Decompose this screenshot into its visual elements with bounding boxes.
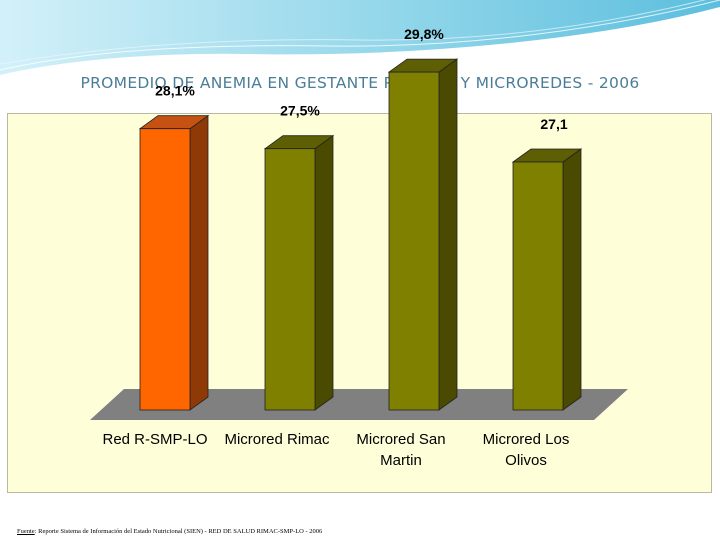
data-label-4: 27,1: [540, 116, 567, 132]
bar-front: [264, 148, 316, 411]
category-label-3: Microred San Martin: [356, 431, 445, 469]
source-label: Fuente: [17, 528, 35, 535]
value-labels-layer: 28,1% 27,5% 29,8% 27,1: [155, 26, 568, 132]
bar-front: [139, 128, 191, 411]
bar-side: [314, 134, 334, 411]
bar-side: [438, 58, 458, 411]
category-label-4: Microred Los Olivos: [483, 431, 570, 469]
category-label-line: Red R-SMP-LO: [102, 431, 207, 448]
category-label-line: Microred Los: [483, 431, 570, 448]
data-label-3: 29,8%: [404, 26, 444, 42]
source-text: : Reporte Sistema de Información del Est…: [34, 528, 323, 535]
chart-floor: [90, 389, 628, 420]
category-labels-layer: Red R-SMP-LO Microred Rimac Microred San Ma…: [102, 431, 569, 469]
bar-side: [562, 148, 582, 411]
bar-side: [189, 114, 209, 411]
category-label-line: Microred Rimac: [224, 431, 330, 448]
bar-2: [263, 134, 335, 411]
category-label-1: Red R-SMP-LO: [102, 431, 207, 448]
bar-1: [138, 114, 210, 411]
data-label-2: 27,5%: [280, 103, 320, 119]
category-label-line: Olivos: [505, 452, 547, 469]
bars-layer: [138, 58, 583, 411]
bar-3: [387, 58, 459, 411]
chart-plot-area: [7, 113, 712, 493]
slide-title: PROMEDIO DE ANEMIA EN GESTANTE POR RED Y…: [80, 74, 640, 92]
header-swoosh-decoration: [0, 0, 720, 77]
category-label-line: Microred San: [356, 431, 445, 448]
bar-4: [511, 148, 583, 411]
data-label-1: 28,1%: [155, 83, 195, 99]
category-label-2: Microred Rimac: [224, 431, 330, 448]
source-note: Fuente: Reporte Sistema de Información d…: [17, 528, 322, 535]
bar-front: [388, 71, 440, 411]
bar-front: [512, 161, 564, 411]
category-label-line: Martin: [380, 452, 422, 469]
